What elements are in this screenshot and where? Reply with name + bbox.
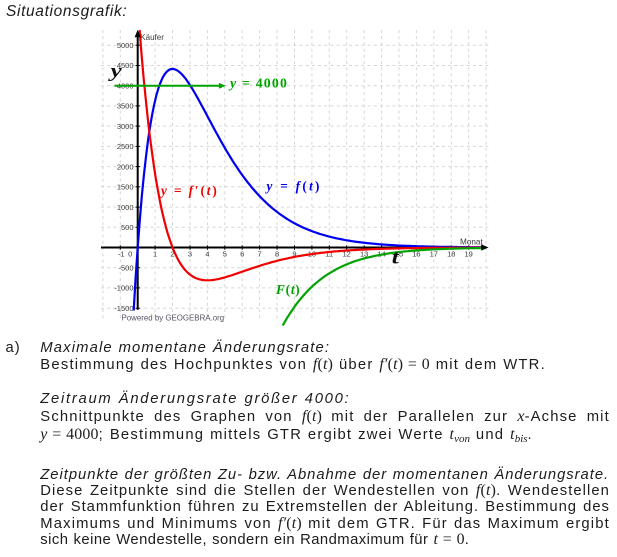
svg-text:6: 6 xyxy=(240,250,244,259)
svg-text:12: 12 xyxy=(343,250,351,259)
svg-text:2000: 2000 xyxy=(117,162,134,171)
svg-text:1500: 1500 xyxy=(117,183,134,192)
svg-text:3000: 3000 xyxy=(117,122,134,131)
svg-text:y = 4000: y = 4000 xyxy=(228,76,288,91)
svg-text:500: 500 xyxy=(121,223,134,232)
svg-text:1: 1 xyxy=(153,250,157,259)
svg-text:13: 13 xyxy=(360,250,368,259)
svg-text:2: 2 xyxy=(170,250,174,259)
svg-text:17: 17 xyxy=(430,250,438,259)
svg-text:19: 19 xyxy=(465,250,473,259)
svg-text:F(t): F(t) xyxy=(275,282,300,297)
svg-text:7: 7 xyxy=(258,250,262,259)
svg-text:5: 5 xyxy=(223,250,227,259)
svg-text:4: 4 xyxy=(205,250,209,259)
svg-text:3500: 3500 xyxy=(117,102,134,111)
svg-text:-1: -1 xyxy=(118,250,125,259)
svg-text:y: y xyxy=(107,60,122,81)
svg-text:8: 8 xyxy=(275,250,279,259)
svg-text:y = f(t): y = f(t) xyxy=(265,178,322,193)
svg-text:Powered by GEOGEBRA.org: Powered by GEOGEBRA.org xyxy=(122,313,225,322)
svg-text:18: 18 xyxy=(447,250,455,259)
svg-text:5000: 5000 xyxy=(117,41,134,50)
svg-text:16: 16 xyxy=(412,250,420,259)
svg-text:-1500: -1500 xyxy=(114,304,133,313)
svg-text:0: 0 xyxy=(128,250,132,259)
svg-text:-1000: -1000 xyxy=(114,284,133,293)
svg-text:Monat: Monat xyxy=(460,238,483,247)
svg-text:2500: 2500 xyxy=(117,142,134,151)
svg-text:-500: -500 xyxy=(118,263,133,272)
svg-text:4500: 4500 xyxy=(117,61,134,70)
svg-text:3: 3 xyxy=(188,250,192,259)
svg-text:11: 11 xyxy=(325,250,333,259)
svg-text:t: t xyxy=(392,247,401,269)
svg-text:Käufer: Käufer xyxy=(140,33,164,42)
svg-text:9: 9 xyxy=(292,250,296,259)
svg-text:y = f′(t): y = f′(t) xyxy=(159,183,219,198)
svg-text:15: 15 xyxy=(395,250,403,259)
svg-text:1000: 1000 xyxy=(117,203,134,212)
